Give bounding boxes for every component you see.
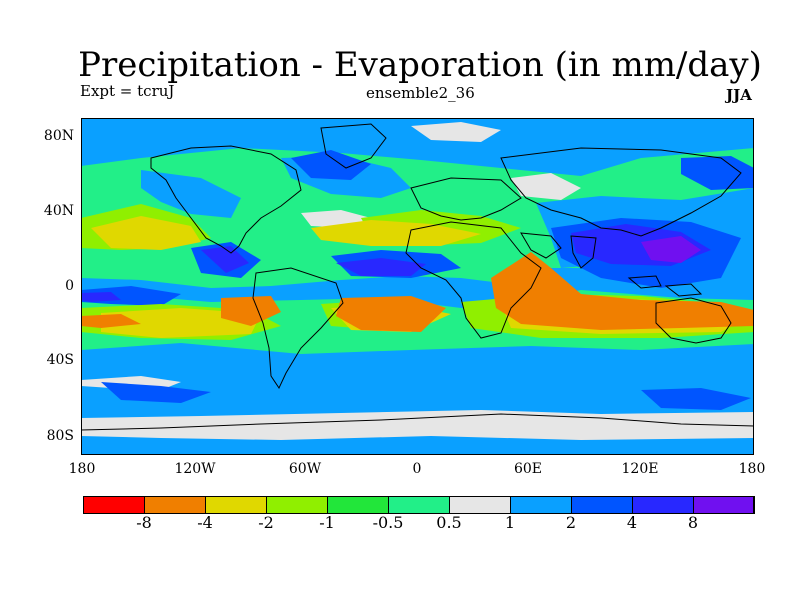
x-tick-label: 0 — [412, 461, 422, 477]
colorbar-swatch — [450, 497, 511, 513]
colorbar-label: -4 — [197, 513, 213, 532]
colorbar-swatch — [633, 497, 694, 513]
north-pacific-high — [91, 216, 201, 250]
precipitation-map — [81, 118, 754, 455]
north-pacific-wet — [681, 156, 754, 190]
south-atlantic-dry-core — [336, 296, 446, 332]
colorbar-swatch — [389, 497, 450, 513]
east-pacific-max — [81, 292, 121, 302]
x-tick-label: 60W — [288, 461, 322, 477]
southeast-pacific-dry — [221, 296, 281, 326]
colorbar-swatch — [84, 497, 145, 513]
y-tick-label: 40S — [46, 352, 74, 368]
y-tick-label: 0 — [65, 278, 74, 294]
colorbar-swatch — [267, 497, 328, 513]
y-tick-label: 40N — [43, 203, 74, 219]
colorbar-swatch — [328, 497, 389, 513]
colorbar — [83, 496, 755, 514]
experiment-label: Expt = tcruJ — [80, 82, 175, 100]
colorbar-label: 4 — [626, 513, 638, 532]
colorbar-label: 2 — [565, 513, 577, 532]
colorbar-swatch — [511, 497, 572, 513]
plot-title: Precipitation - Evaporation (in mm/day) — [78, 45, 762, 85]
north-atlantic-high — [311, 220, 481, 246]
atlantic-itcz-max — [336, 258, 426, 276]
south-pacific-wet — [101, 382, 211, 403]
neutral-patch — [511, 173, 581, 200]
colorbar-label: -0.5 — [372, 513, 404, 532]
x-tick-label: 180 — [738, 461, 766, 477]
ensemble-label: ensemble2_36 — [366, 84, 475, 102]
colorbar-label: -8 — [136, 513, 152, 532]
season-label: JJA — [726, 86, 752, 104]
x-tick-label: 120W — [174, 461, 216, 477]
colorbar-label: 8 — [687, 513, 699, 532]
south-pacific-wet — [641, 388, 751, 410]
north-pacific-moist — [141, 170, 241, 218]
colorbar-label: -1 — [319, 513, 335, 532]
coastlines — [81, 123, 754, 431]
arctic-moist-band — [81, 118, 754, 176]
x-tick-label: 180 — [68, 461, 96, 477]
colorbar-label: 1 — [504, 513, 516, 532]
indian-ocean-dry-core — [491, 252, 754, 330]
colorbar-swatch — [206, 497, 267, 513]
colorbar-swatch — [572, 497, 633, 513]
monsoon-peak — [641, 236, 701, 263]
neutral-patch — [411, 122, 501, 142]
colorbar-label: -2 — [258, 513, 274, 532]
y-tick-label: 80N — [43, 128, 74, 144]
x-tick-label: 120E — [621, 461, 659, 477]
map-frame — [81, 118, 754, 455]
pacific-dry-core — [81, 314, 141, 328]
north-atlantic-wet — [291, 150, 371, 180]
colorbar-swatch — [145, 497, 206, 513]
y-tick-label: 80S — [46, 428, 74, 444]
central-america-max — [201, 246, 249, 273]
colorbar-swatch — [694, 497, 754, 513]
x-tick-label: 60E — [513, 461, 543, 477]
colorbar-label: 0.5 — [436, 513, 462, 532]
